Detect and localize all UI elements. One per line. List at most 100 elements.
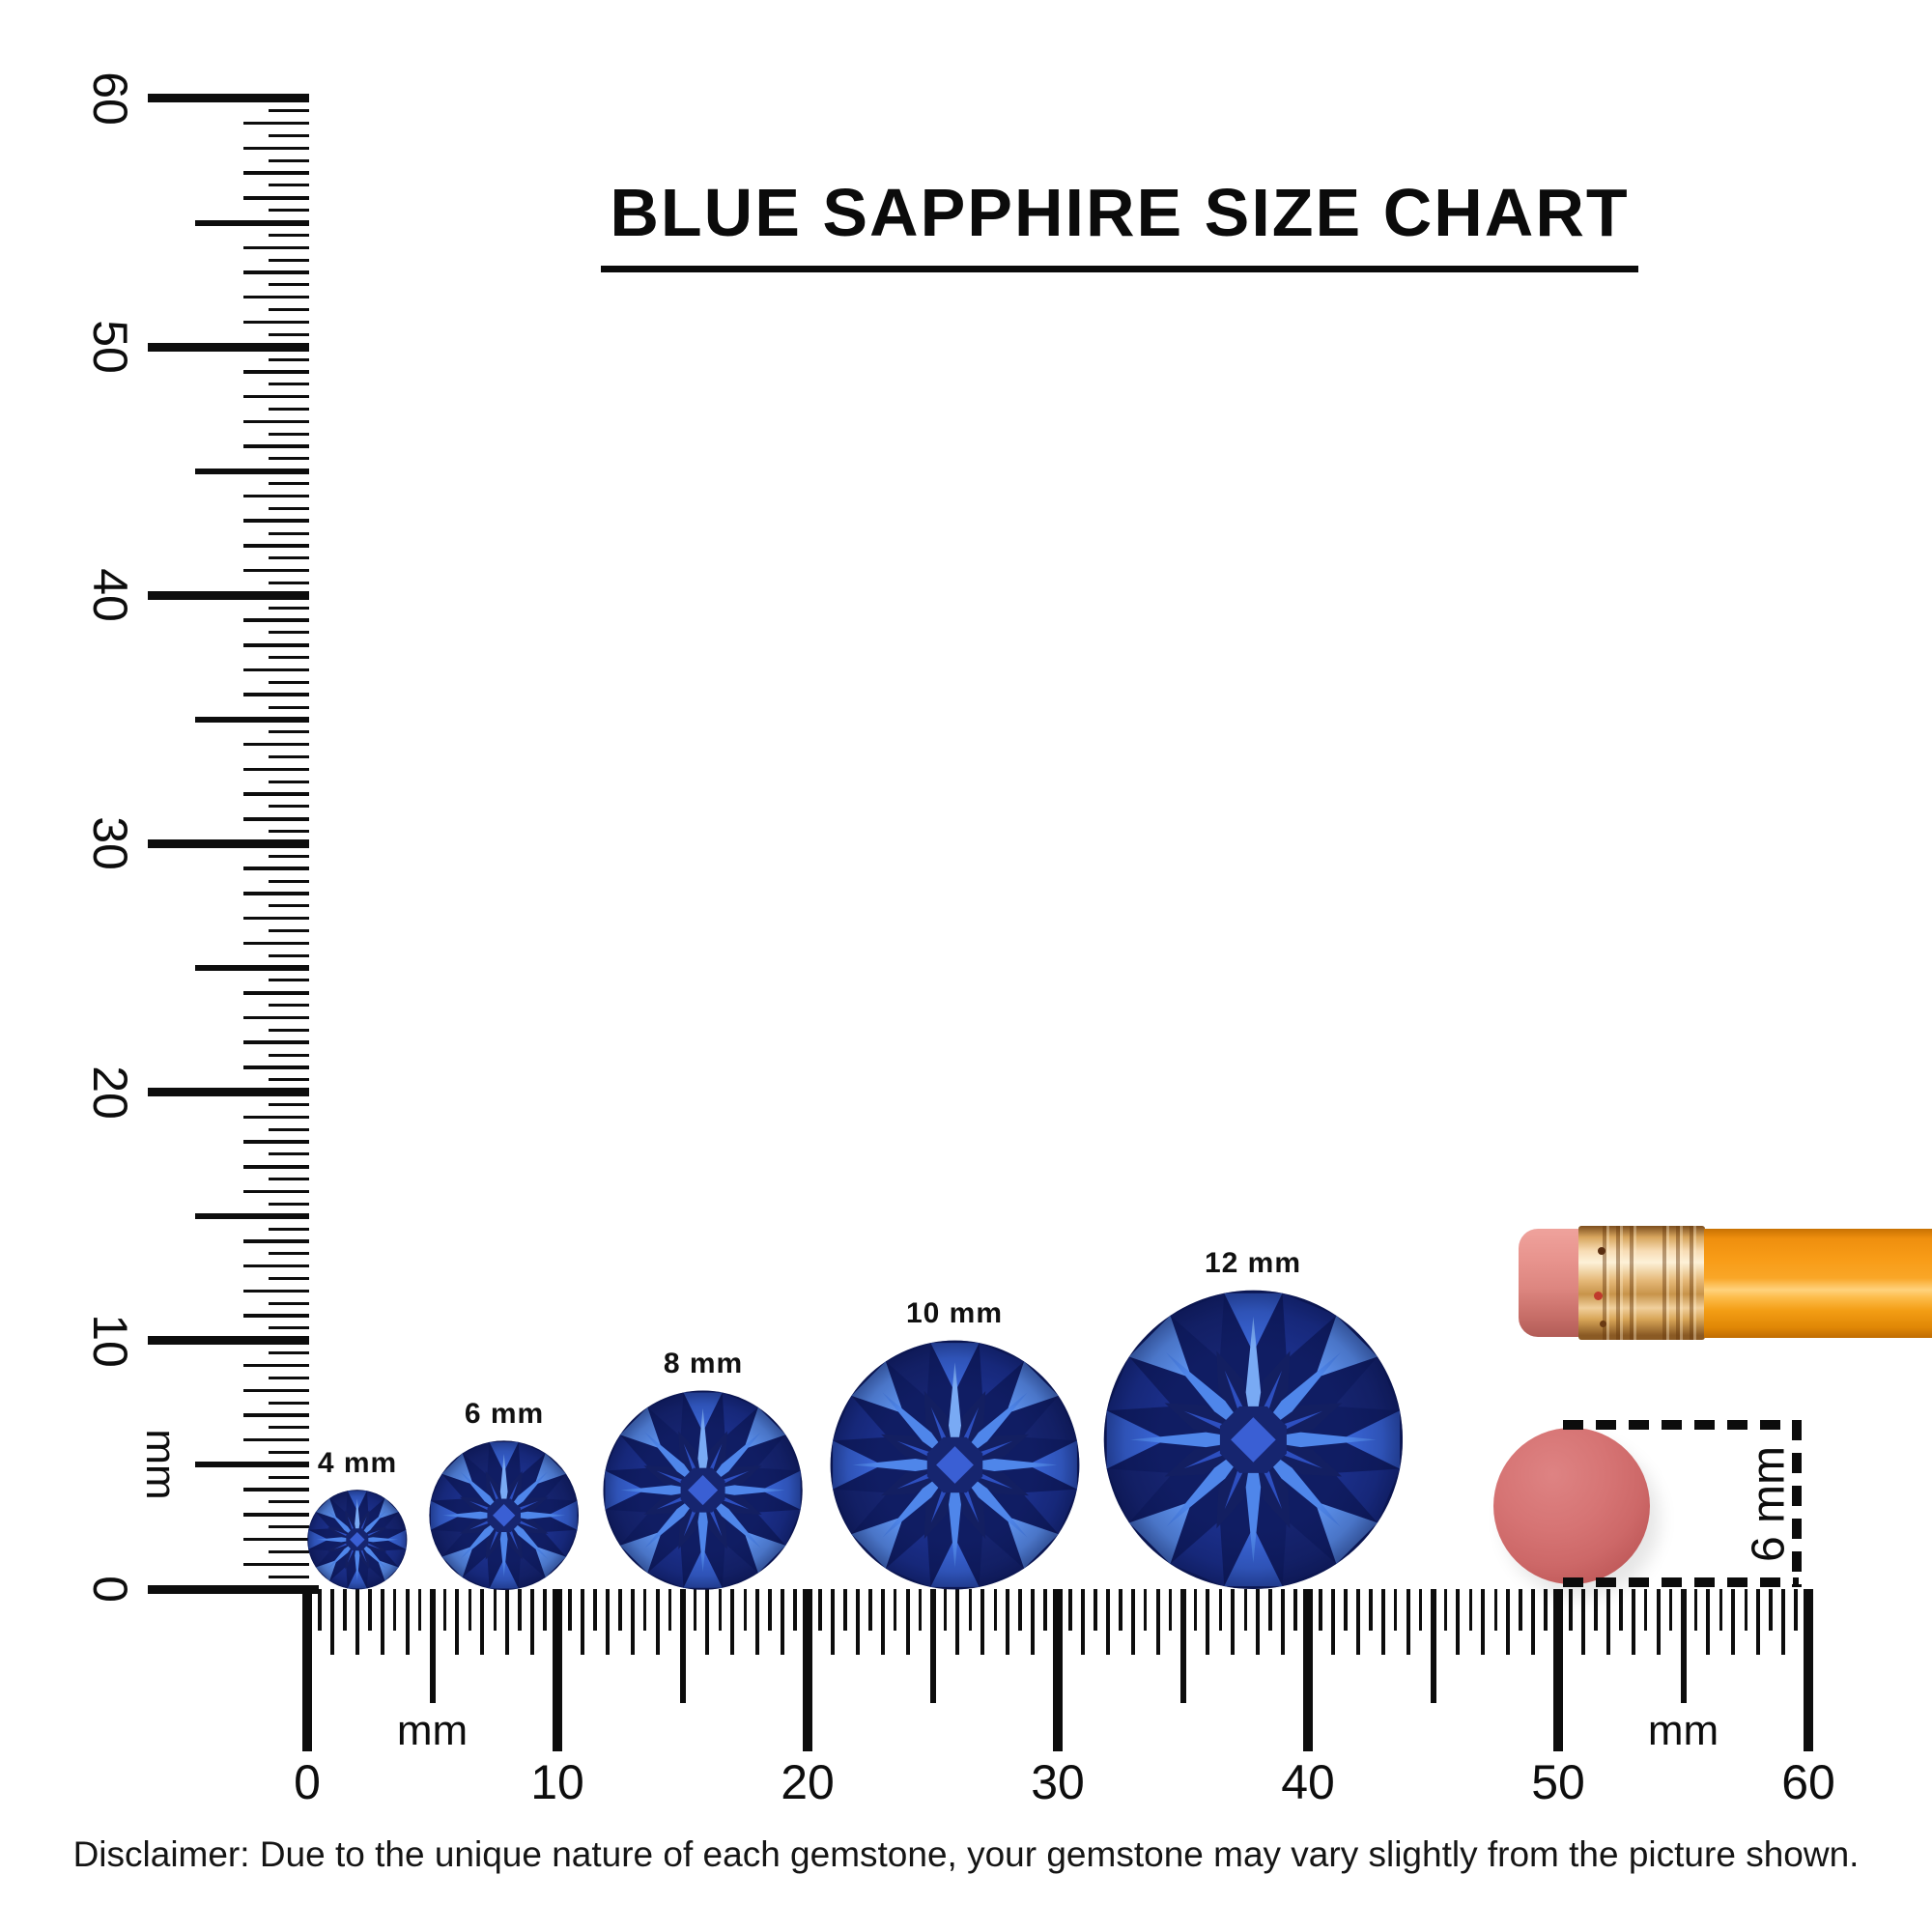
left-ruler-tick — [243, 1513, 309, 1517]
gem-icon — [307, 1490, 408, 1590]
bottom-ruler-tick — [1668, 1589, 1673, 1631]
bottom-ruler-tick — [1243, 1589, 1247, 1631]
left-ruler-tick — [243, 1115, 309, 1120]
gem-icon — [429, 1439, 580, 1590]
bottom-ruler-tick — [642, 1589, 647, 1631]
bottom-ruler-tick — [1680, 1589, 1687, 1703]
bottom-ruler-tick — [1544, 1589, 1548, 1631]
bottom-ruler-tick — [768, 1589, 772, 1631]
gem-icon — [1103, 1290, 1403, 1590]
left-ruler-tick — [243, 668, 309, 672]
left-ruler-tick — [243, 1388, 309, 1392]
ferrule-rivet-dot — [1600, 1321, 1606, 1327]
bottom-ruler-tick — [593, 1589, 597, 1631]
bottom-ruler-tick — [968, 1589, 973, 1631]
left-ruler-tick — [269, 1277, 309, 1281]
bottom-ruler-tick — [355, 1589, 359, 1655]
left-ruler-tick — [195, 965, 309, 972]
left-ruler-tick — [269, 1078, 309, 1082]
bottom-ruler-tick — [1281, 1589, 1286, 1655]
left-ruler-tick — [243, 146, 309, 151]
left-ruler-tick — [243, 519, 309, 523]
bottom-ruler-number: 0 — [294, 1755, 321, 1809]
bottom-ruler-tick — [705, 1589, 710, 1655]
bottom-ruler-tick — [1256, 1589, 1261, 1655]
bottom-ruler-tick — [1293, 1589, 1297, 1631]
bottom-ruler-tick — [730, 1589, 735, 1655]
bottom-ruler-tick — [868, 1589, 872, 1631]
bottom-ruler-tick — [1319, 1589, 1322, 1631]
left-ruler-tick — [269, 581, 309, 584]
left-ruler-tick — [269, 158, 309, 162]
left-ruler-number: 30 — [83, 816, 137, 871]
left-ruler-tick — [269, 506, 309, 510]
bottom-ruler-tick — [1531, 1589, 1536, 1655]
left-ruler-tick — [269, 556, 309, 560]
bottom-ruler-tick — [1731, 1589, 1736, 1655]
left-ruler-tick — [269, 308, 309, 312]
left-ruler-tick — [243, 643, 309, 647]
bottom-ruler-tick — [1781, 1589, 1786, 1655]
left-ruler-tick — [243, 196, 309, 200]
bottom-ruler-tick — [1218, 1589, 1223, 1631]
bottom-ruler-tick — [803, 1589, 812, 1751]
bottom-ruler-number: 30 — [1031, 1755, 1085, 1809]
left-ruler-tick — [243, 1314, 309, 1318]
bottom-ruler-tick — [905, 1589, 910, 1655]
bottom-ruler-unit-label: mm — [396, 1707, 469, 1754]
left-ruler-tick — [269, 134, 309, 138]
bottom-ruler-tick — [1130, 1589, 1135, 1655]
bottom-ruler-tick — [893, 1589, 897, 1631]
bottom-ruler-tick — [553, 1589, 562, 1751]
left-ruler-tick — [243, 1140, 309, 1144]
bottom-ruler-tick — [1043, 1589, 1047, 1631]
bottom-ruler-tick — [1430, 1589, 1436, 1703]
left-ruler-tick — [243, 742, 309, 747]
dimension-dashed-line-vertical — [1792, 1420, 1802, 1587]
bottom-ruler-number: 50 — [1531, 1755, 1585, 1809]
bottom-ruler-tick — [1594, 1589, 1598, 1631]
bottom-ruler-tick — [1769, 1589, 1773, 1631]
left-ruler-tick — [269, 1053, 309, 1057]
left-ruler-tick — [243, 320, 309, 325]
left-ruler-tick — [243, 494, 309, 498]
bottom-ruler-tick — [1031, 1589, 1036, 1655]
left-ruler-unit-label: mm — [137, 1429, 185, 1500]
gem-icon — [830, 1340, 1079, 1590]
bottom-ruler-tick — [668, 1589, 672, 1631]
bottom-ruler-tick — [1380, 1589, 1385, 1655]
left-ruler-tick — [269, 730, 309, 734]
bottom-ruler-tick — [568, 1589, 572, 1631]
left-ruler-number: 50 — [83, 320, 137, 374]
bottom-ruler-tick — [480, 1589, 485, 1655]
left-ruler-tick — [269, 780, 309, 783]
left-ruler-tick — [269, 383, 309, 386]
bottom-ruler-tick — [1068, 1589, 1072, 1631]
page-title: BLUE SAPPHIRE SIZE CHART — [601, 174, 1638, 272]
bottom-ruler-tick — [830, 1589, 835, 1655]
bottom-ruler-tick — [1643, 1589, 1648, 1631]
left-ruler-tick — [269, 1227, 309, 1231]
bottom-ruler-tick — [1519, 1589, 1522, 1631]
ferrule-rivet-dot — [1598, 1247, 1605, 1255]
sapphire-gem-6mm — [429, 1439, 580, 1590]
left-ruler-tick — [269, 1401, 309, 1405]
left-ruler-tick — [243, 444, 309, 448]
bottom-ruler-tick — [505, 1589, 510, 1655]
gem-size-label: 12 mm — [1204, 1247, 1302, 1280]
left-ruler-tick — [269, 1500, 309, 1504]
left-ruler-tick — [243, 1437, 309, 1442]
left-ruler-tick — [243, 394, 309, 399]
gem-size-label: 4 mm — [317, 1447, 398, 1480]
bottom-ruler-tick — [1756, 1589, 1761, 1655]
left-ruler-tick — [269, 209, 309, 213]
bottom-ruler-tick — [679, 1589, 686, 1703]
bottom-ruler-tick — [1418, 1589, 1423, 1631]
bottom-ruler-tick — [1506, 1589, 1511, 1655]
bottom-ruler-tick — [929, 1589, 936, 1703]
bottom-ruler-tick — [1006, 1589, 1010, 1655]
bottom-ruler-tick — [1355, 1589, 1360, 1655]
bottom-ruler-tick — [618, 1589, 622, 1631]
left-ruler-tick — [269, 1451, 309, 1455]
bottom-ruler-tick — [343, 1589, 347, 1631]
